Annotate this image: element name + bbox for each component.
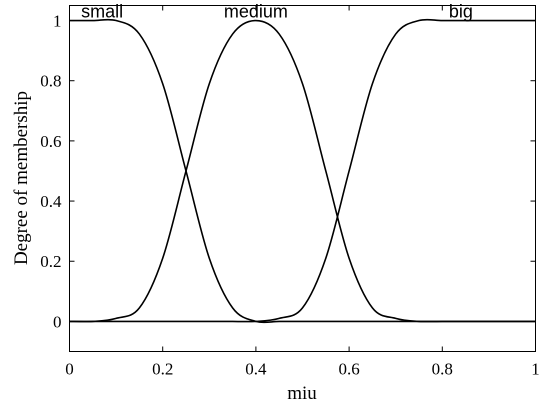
x-tick-label: 0 bbox=[65, 360, 74, 379]
series-line-big bbox=[69, 18, 536, 323]
y-tick-label: 0.6 bbox=[40, 132, 61, 151]
series-labels: small medium big bbox=[81, 2, 473, 22]
series-label-small: small bbox=[81, 2, 123, 22]
series-label-medium: medium bbox=[224, 2, 288, 22]
x-tick-label: 0.8 bbox=[432, 360, 453, 379]
x-axis-title: miu bbox=[287, 383, 317, 404]
y-tick-label: 0 bbox=[53, 312, 62, 331]
x-ticks: 0 0.2 0.4 0.6 0.8 1 bbox=[65, 5, 540, 379]
y-axis-title: Degree of membership bbox=[11, 91, 32, 265]
plot-frame bbox=[69, 5, 536, 352]
series-line-medium bbox=[69, 19, 536, 323]
series-layer bbox=[69, 18, 536, 324]
series-label-big: big bbox=[449, 2, 473, 22]
x-tick-label: 0.2 bbox=[152, 360, 173, 379]
y-tick-label: 0.4 bbox=[40, 192, 62, 211]
x-tick-label: 0.4 bbox=[245, 360, 267, 379]
series-line-small bbox=[69, 18, 536, 324]
x-tick-label: 0.6 bbox=[338, 360, 359, 379]
y-tick-label: 0.2 bbox=[40, 252, 61, 271]
y-tick-label: 0.8 bbox=[40, 72, 61, 91]
x-tick-label: 1 bbox=[531, 360, 540, 379]
y-tick-label: 1 bbox=[53, 12, 62, 31]
y-ticks: 0 0.2 0.4 0.6 0.8 1 bbox=[40, 12, 536, 331]
